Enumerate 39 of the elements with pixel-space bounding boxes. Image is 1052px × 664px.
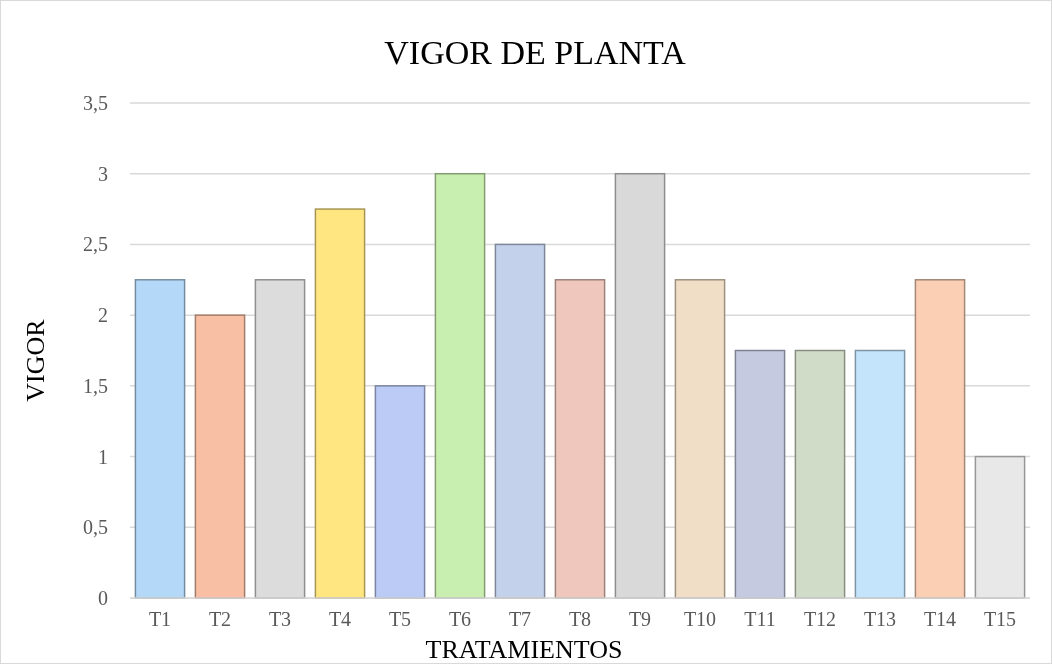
y-tick-label: 0 [98,587,108,609]
y-tick-label: 2,5 [83,233,108,256]
bar [494,243,546,599]
bar [974,455,1026,599]
x-tick-label: T1 [148,608,172,630]
bar [554,279,606,599]
bar [194,314,246,599]
y-tick-label: 0,5 [83,516,108,539]
x-tick-label: T11 [744,608,776,630]
x-tick-label: T10 [683,608,717,630]
x-tick-label: T4 [328,608,352,630]
x-tick-label: T3 [268,608,292,630]
y-tick-label: 1,5 [83,374,108,397]
y-tick-label: 2 [98,304,108,327]
x-tick-label: T6 [448,608,472,630]
x-tick-label: T12 [803,608,837,630]
bar [914,279,966,599]
x-tick-label: T5 [388,608,412,630]
y-axis-title: VIGOR [21,318,50,402]
bar [314,208,366,599]
chart-title: VIGOR DE PLANTA [384,34,687,71]
x-tick-label: T9 [628,608,652,630]
x-tick-label: T8 [568,608,592,630]
y-tick-label: 3,5 [83,92,108,114]
bar [674,279,726,599]
bar [794,349,846,599]
bar [134,279,186,599]
x-axis-title: TRATAMIENTOS [425,635,623,664]
bar [734,349,786,599]
y-tick-label: 3 [98,162,108,185]
x-tick-label: T15 [983,608,1017,630]
x-tick-label: T14 [923,608,957,630]
bar [434,172,486,599]
y-tick-label: 1 [98,445,108,468]
bar [854,349,906,599]
bar [374,385,426,599]
x-tick-label: T7 [508,608,532,630]
x-tick-label: T2 [208,608,232,630]
x-tick-label: T13 [863,608,897,630]
